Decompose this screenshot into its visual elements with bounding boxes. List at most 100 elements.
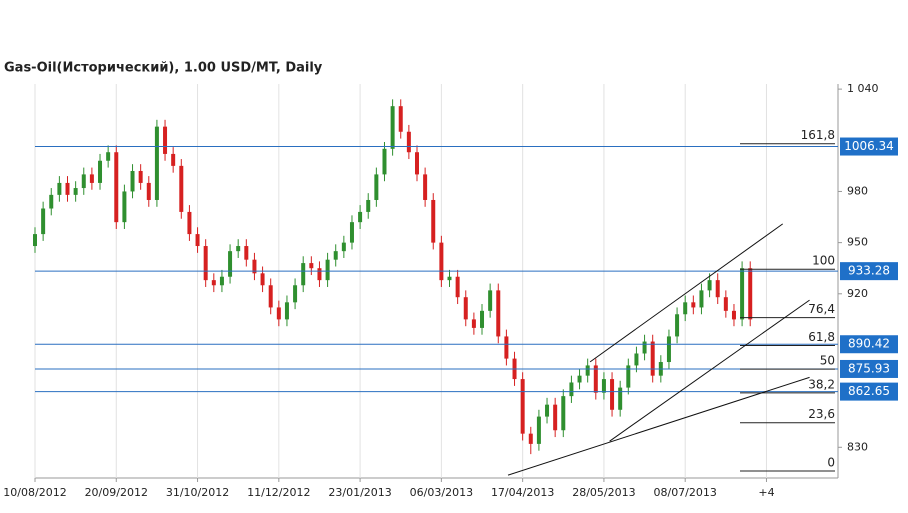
candle-body xyxy=(504,336,509,359)
candle-body xyxy=(683,302,688,315)
candle-body xyxy=(536,416,541,444)
trend-line xyxy=(589,223,784,363)
candle-body xyxy=(73,188,78,195)
candle-body xyxy=(520,379,525,434)
candle-body xyxy=(276,307,281,320)
x-tick-label: 17/04/2013 xyxy=(491,486,554,499)
candle-body xyxy=(65,182,70,195)
fib-label: 38,2 xyxy=(808,377,835,391)
candle-body xyxy=(293,285,298,303)
price-label: 875.93 xyxy=(848,361,890,375)
candle-body xyxy=(496,290,501,337)
candle-body xyxy=(49,194,54,209)
candle-body xyxy=(480,310,485,328)
candle-body xyxy=(154,126,159,200)
candle-body xyxy=(398,106,403,132)
candle-body xyxy=(163,126,168,154)
candle-body xyxy=(33,234,37,247)
candle-body xyxy=(691,302,696,308)
candle-body xyxy=(81,174,86,189)
fib-label: 76,4 xyxy=(808,302,835,316)
candle-body xyxy=(260,273,265,286)
candle-body xyxy=(675,314,680,337)
candle-body xyxy=(358,211,363,223)
y-tick-label: 920 xyxy=(847,287,868,300)
candle-body xyxy=(268,285,273,308)
x-tick-label: 20/09/2012 xyxy=(85,486,148,499)
x-tick-label: 08/07/2013 xyxy=(653,486,716,499)
price-label: 862.65 xyxy=(848,384,890,398)
candle-body xyxy=(593,365,598,393)
candle-body xyxy=(89,174,94,183)
x-tick-label: 10/08/2012 xyxy=(3,486,66,499)
candle-body xyxy=(349,222,354,243)
candle-body xyxy=(463,297,468,320)
fib-label: 0 xyxy=(827,456,835,470)
candle-body xyxy=(98,160,103,183)
candle-body xyxy=(455,276,460,298)
candle-body xyxy=(41,208,46,235)
y-tick-label: 830 xyxy=(847,440,868,453)
candle-body xyxy=(228,251,233,277)
fib-label: 23,6 xyxy=(808,407,835,421)
candle-body xyxy=(219,276,224,286)
candle-body xyxy=(57,182,62,195)
price-box xyxy=(840,262,898,281)
candle-body xyxy=(146,182,151,200)
fib-label: 100 xyxy=(812,254,835,268)
candle-body xyxy=(748,268,753,320)
price-box xyxy=(840,137,898,156)
candle-body xyxy=(171,153,176,166)
candle-body xyxy=(610,379,615,410)
candle-body xyxy=(244,246,249,260)
candle-body xyxy=(195,234,200,247)
candle-body xyxy=(528,433,533,444)
candle-body xyxy=(333,251,338,260)
candle-body xyxy=(309,263,314,269)
candle-body xyxy=(601,379,606,393)
candle-body xyxy=(414,152,419,175)
candle-body xyxy=(723,297,728,311)
candle-body xyxy=(618,387,623,410)
candle-body xyxy=(382,148,387,175)
candle-body xyxy=(740,268,745,320)
trend-line xyxy=(609,299,810,442)
candle-body xyxy=(626,365,631,388)
price-box xyxy=(840,335,898,354)
x-tick-label: 31/10/2012 xyxy=(166,486,229,499)
x-tick-label: +4 xyxy=(758,486,774,499)
candle-body xyxy=(341,242,346,252)
chart-title: Gas-Oil(Исторический), 1.00 USD/MT, Dail… xyxy=(4,61,323,76)
x-tick-label: 11/12/2012 xyxy=(247,486,310,499)
candle-body xyxy=(731,310,736,320)
x-tick-label: 06/03/2013 xyxy=(410,486,473,499)
candle-body xyxy=(406,131,411,153)
candle-body xyxy=(236,246,241,252)
candle-body xyxy=(642,341,647,354)
candle-body xyxy=(439,242,444,281)
candle-body xyxy=(715,280,720,298)
price-label: 1006.34 xyxy=(844,139,894,153)
candle-body xyxy=(138,170,143,183)
candle-body xyxy=(699,290,704,308)
candle-body xyxy=(650,341,655,376)
candle-body xyxy=(106,152,111,161)
candle-body xyxy=(203,246,208,281)
price-box xyxy=(840,382,898,401)
price-label: 933.28 xyxy=(848,264,890,278)
fib-label: 161,8 xyxy=(801,128,835,142)
candle-body xyxy=(374,174,379,200)
candle-body xyxy=(122,191,127,223)
candle-body xyxy=(545,404,550,417)
candle-body xyxy=(179,165,184,212)
y-tick-label: 950 xyxy=(847,236,868,249)
y-tick-label: 1 040 xyxy=(847,82,879,95)
candle-body xyxy=(366,199,371,212)
candle-body xyxy=(488,290,493,311)
candle-body xyxy=(707,280,712,291)
price-box xyxy=(840,359,898,378)
candle-body xyxy=(114,152,119,223)
candle-body xyxy=(569,382,574,397)
